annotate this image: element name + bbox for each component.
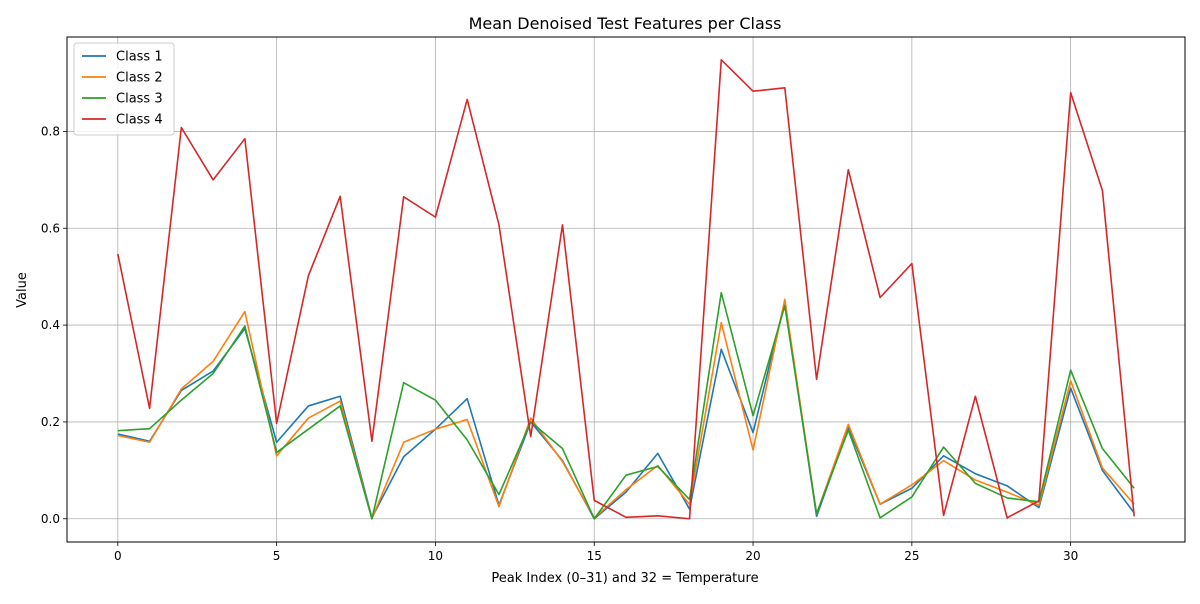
legend-box: [73, 42, 175, 136]
x-tick-label: 25: [904, 549, 919, 563]
series-lines: [117, 58, 1135, 520]
x-tick-label: 10: [428, 549, 443, 563]
y-axis-label: Value: [15, 272, 30, 308]
x-tick-label: 5: [273, 549, 281, 563]
grid: [67, 37, 1185, 542]
legend-label-class-1: Class 1: [116, 50, 163, 65]
plot-frame: [66, 36, 1186, 543]
legend-label-class-3: Class 3: [116, 92, 163, 107]
x-tick-label: 0: [114, 549, 122, 563]
y-tick-label: 0.6: [41, 221, 60, 235]
y-tick-label: 0.2: [41, 415, 60, 429]
legend-label-class-2: Class 2: [116, 71, 163, 86]
series-line-class-1: [117, 301, 1135, 520]
series-line-class-4: [117, 58, 1135, 520]
y-tick-label: 0.8: [41, 124, 60, 138]
legend-label-class-4: Class 4: [116, 113, 163, 128]
legend: Class 1 Class 2 Class 3 Class 4: [73, 42, 175, 136]
x-tick-label: 15: [587, 549, 602, 563]
x-tick-label: 30: [1063, 549, 1078, 563]
series-line-class-2: [117, 298, 1135, 520]
series-line-class-3: [117, 291, 1135, 520]
x-tick-label: 20: [745, 549, 760, 563]
y-tick-label: 0.0: [41, 512, 60, 526]
x-axis-label: Peak Index (0–31) and 32 = Temperature: [491, 571, 758, 586]
axes: 0 5 10 15 20 25 30 0.0 0.2 0.4 0.6 0.8: [41, 124, 1078, 563]
y-tick-label: 0.4: [41, 318, 60, 332]
chart-title: Mean Denoised Test Features per Class: [469, 14, 782, 33]
